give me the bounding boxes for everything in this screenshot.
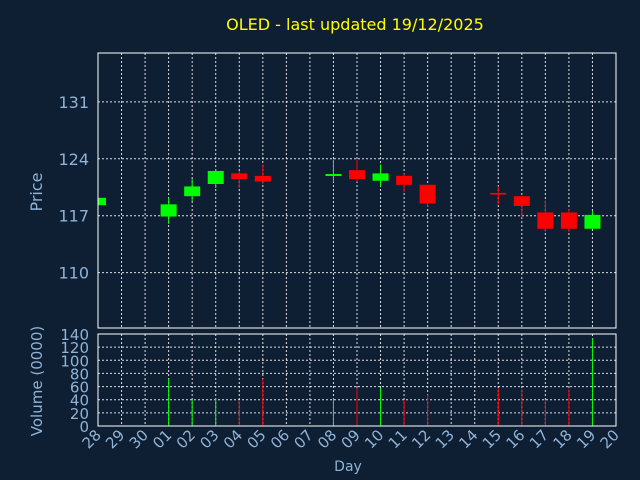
chart-title: OLED - last updated 19/12/2025 bbox=[226, 15, 484, 34]
candle-body bbox=[537, 212, 554, 229]
x-tick-label: 07 bbox=[291, 426, 317, 452]
price-y-ticks: 110 117 124 131 bbox=[58, 93, 89, 283]
candle-body bbox=[419, 184, 436, 204]
x-tick-label: 18 bbox=[550, 426, 576, 452]
x-tick-label: 11 bbox=[385, 426, 411, 452]
candle-body bbox=[372, 173, 389, 181]
x-axis-label: Day bbox=[334, 459, 362, 475]
candle-body bbox=[349, 170, 365, 180]
volume-y-tick-label: 100 bbox=[60, 352, 89, 370]
candle-body bbox=[490, 192, 507, 195]
x-ticks: 2829300102030405060708091011121314151617… bbox=[79, 426, 623, 452]
price-axis-label: Price bbox=[27, 172, 46, 211]
volume-y-tick-label: 60 bbox=[70, 379, 89, 397]
x-tick-label: 01 bbox=[149, 426, 175, 452]
x-tick-label: 15 bbox=[479, 426, 505, 452]
price-y-tick-label: 117 bbox=[58, 207, 89, 226]
price-y-tick-label: 124 bbox=[58, 150, 89, 169]
price-y-tick-label: 131 bbox=[58, 93, 89, 112]
price-candles bbox=[97, 159, 601, 232]
candle-body bbox=[254, 175, 271, 182]
x-tick-label: 08 bbox=[314, 426, 340, 452]
x-tick-label: 19 bbox=[573, 426, 599, 452]
volume-axis-label: Volume (0000) bbox=[28, 326, 46, 436]
x-tick-label: 30 bbox=[126, 426, 152, 452]
candle-body bbox=[184, 186, 201, 197]
candle-body bbox=[396, 175, 413, 185]
volume-y-tick-label: 40 bbox=[70, 392, 89, 410]
volume-bars bbox=[168, 337, 593, 426]
volume-plot-frame bbox=[97, 333, 617, 427]
candle-body bbox=[98, 197, 106, 206]
x-tick-label: 14 bbox=[455, 426, 481, 452]
volume-y-tick-label: 140 bbox=[60, 326, 89, 344]
price-grid bbox=[97, 53, 617, 328]
candle-body bbox=[584, 214, 601, 229]
volume-y-tick-label: 120 bbox=[60, 339, 89, 357]
x-tick-label: 03 bbox=[196, 426, 222, 452]
x-tick-label: 05 bbox=[243, 426, 269, 452]
price-y-tick-label: 110 bbox=[58, 264, 89, 283]
volume-y-tick-label: 0 bbox=[79, 418, 89, 436]
x-tick-label: 20 bbox=[597, 426, 623, 452]
x-tick-label: 10 bbox=[361, 426, 387, 452]
candle-body bbox=[207, 170, 224, 184]
x-tick-label: 13 bbox=[432, 426, 458, 452]
x-tick-label: 16 bbox=[502, 426, 528, 452]
x-tick-label: 09 bbox=[338, 426, 364, 452]
candle-body bbox=[231, 173, 248, 180]
x-tick-label: 29 bbox=[102, 426, 128, 452]
x-tick-label: 12 bbox=[408, 426, 434, 452]
x-tick-label: 04 bbox=[220, 426, 246, 452]
price-plot-frame bbox=[97, 52, 617, 329]
candle-body bbox=[560, 212, 577, 229]
volume-y-tick-label: 20 bbox=[70, 405, 89, 423]
volume-y-tick-label: 80 bbox=[70, 365, 89, 383]
x-tick-label: 06 bbox=[267, 426, 293, 452]
candle-body bbox=[513, 196, 530, 206]
candle-body bbox=[160, 204, 177, 217]
x-tick-label: 17 bbox=[526, 426, 552, 452]
x-tick-label: 02 bbox=[173, 426, 199, 452]
